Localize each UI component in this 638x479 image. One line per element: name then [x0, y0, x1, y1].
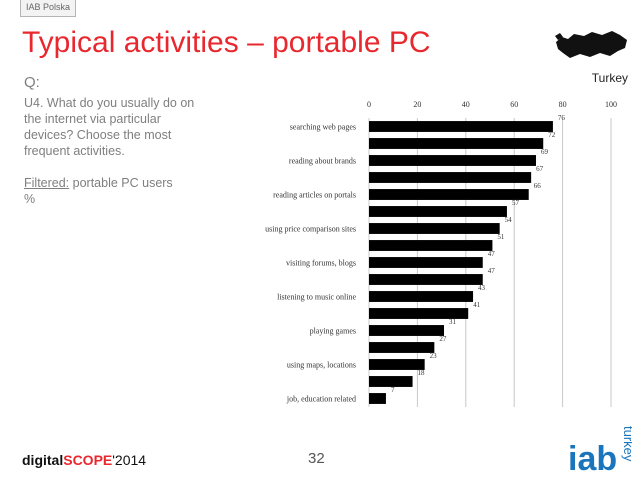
bar: [369, 359, 425, 370]
bar: [369, 325, 445, 336]
source-tag: IAB Polska: [20, 0, 77, 17]
filter-value: portable PC users: [69, 176, 173, 190]
brand-digital: digital: [22, 452, 64, 468]
data-label: 43: [478, 284, 486, 292]
x-tick-label: 0: [367, 100, 371, 109]
bar: [369, 206, 507, 217]
bar: [369, 223, 500, 234]
country-label: Turkey: [591, 71, 628, 85]
category-label: using maps, locations: [287, 361, 356, 370]
data-label: 51: [497, 233, 505, 241]
data-label: 47: [488, 250, 496, 258]
bar: [369, 342, 435, 353]
data-label: 7: [391, 386, 395, 394]
bar: [369, 291, 474, 302]
turkey-map-icon: [555, 31, 627, 58]
iab-turkey-logo: iab turkey: [568, 426, 632, 476]
brand-scope: SCOPE: [63, 452, 113, 468]
logo-sub: turkey: [621, 426, 632, 462]
x-tick-label: 100: [605, 100, 617, 109]
bar: [369, 172, 532, 183]
category-label: visiting forums, blogs: [286, 259, 356, 268]
data-label: 31: [449, 318, 457, 326]
data-label: 47: [488, 267, 496, 275]
data-label: 69: [541, 148, 549, 156]
bar: [369, 121, 553, 132]
category-label: job, education related: [286, 395, 356, 404]
brand-year: '2014: [112, 452, 147, 468]
digitalscope-brand: digitalSCOPE'2014: [22, 452, 146, 468]
bar: [369, 240, 493, 251]
category-label: searching web pages: [290, 123, 356, 132]
category-label: reading about brands: [289, 157, 356, 166]
x-tick-label: 20: [413, 100, 421, 109]
data-label: 23: [430, 352, 438, 360]
bar: [369, 308, 469, 319]
data-label: 18: [418, 369, 426, 377]
data-label: 66: [534, 182, 542, 190]
question-text: U4. What do you usually do on the intern…: [24, 96, 195, 158]
x-tick-label: 60: [510, 100, 518, 109]
category-label: using price comparison sites: [265, 225, 356, 234]
data-label: 67: [536, 165, 544, 173]
question-label: Q:: [24, 74, 40, 91]
category-label: reading articles on portals: [273, 191, 356, 200]
category-label: listening to music online: [277, 293, 356, 302]
page-number: 32: [308, 450, 325, 467]
bar: [369, 189, 529, 200]
data-label: 54: [505, 216, 513, 224]
bar: [369, 274, 483, 285]
filter-label: Filtered:: [24, 176, 70, 190]
bar: [369, 257, 483, 268]
category-label: playing games: [310, 327, 356, 336]
unit-label: %: [24, 192, 36, 206]
bar: [369, 155, 536, 166]
data-label: 57: [512, 199, 520, 207]
data-label: 41: [473, 301, 481, 309]
x-tick-label: 80: [559, 100, 567, 109]
data-label: 27: [439, 335, 447, 343]
question-panel: Q: U4. What do you usually do on the int…: [24, 75, 209, 207]
x-tick-label: 40: [462, 100, 470, 109]
page-title: Typical activities – portable PC: [22, 26, 431, 59]
data-label: 76: [558, 114, 566, 122]
bar: [369, 138, 544, 149]
filter-line: Filtered: portable PC users: [24, 175, 209, 191]
bar: [369, 376, 413, 387]
logo-text: iab: [568, 440, 617, 476]
bar: [369, 393, 386, 404]
data-label: 72: [548, 131, 556, 139]
